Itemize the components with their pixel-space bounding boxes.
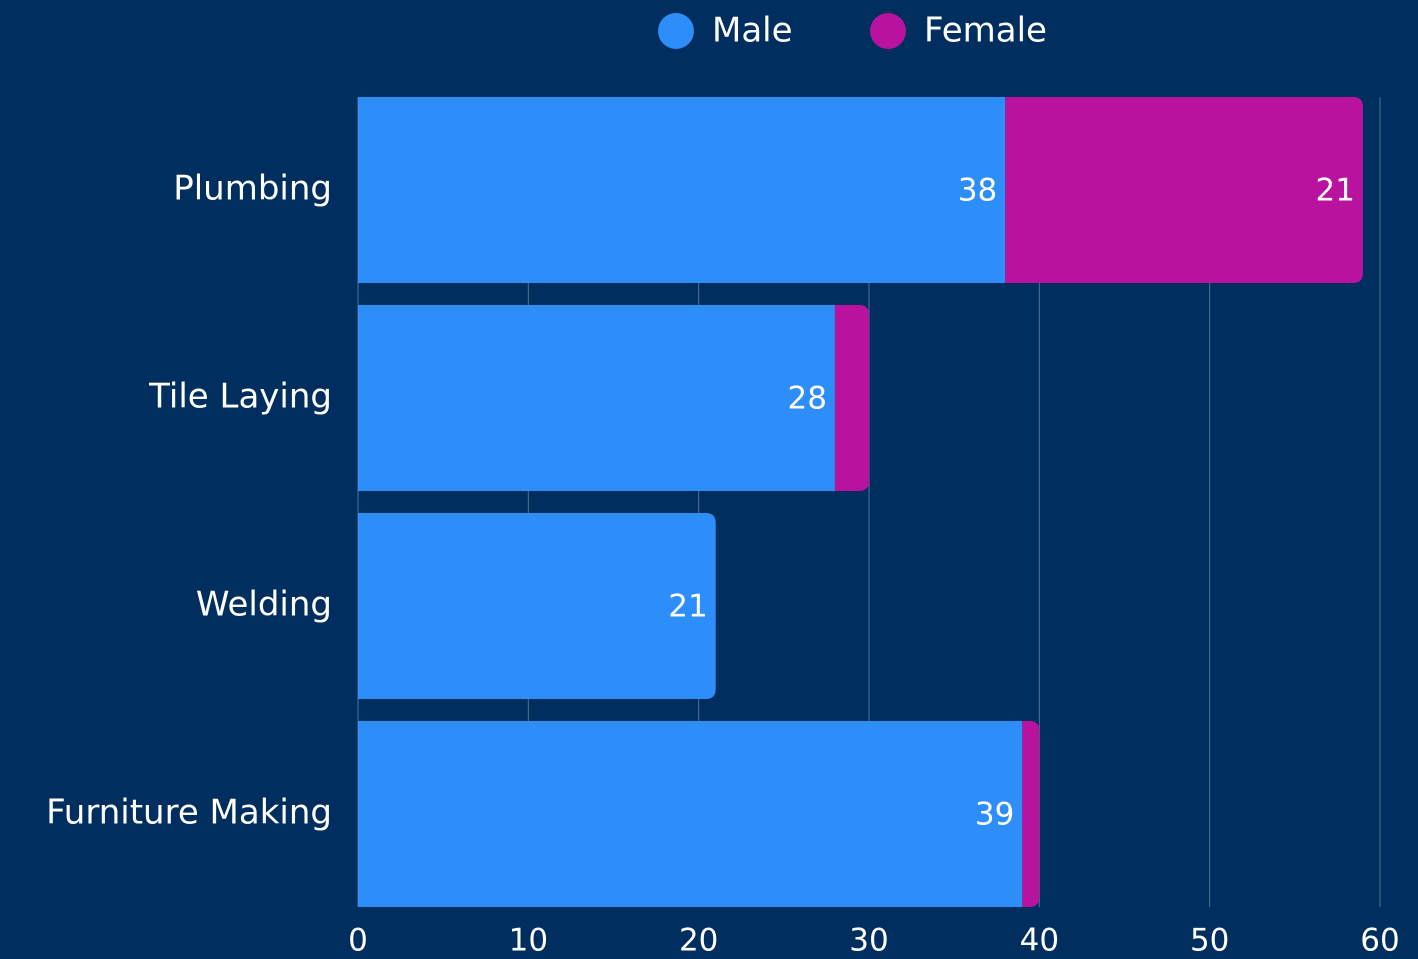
x-tick-label: 10 xyxy=(509,923,548,959)
data-label: 39 xyxy=(975,797,1014,833)
legend-label: Female xyxy=(924,11,1047,51)
category-label: Furniture Making xyxy=(46,793,332,833)
x-tick-label: 20 xyxy=(679,923,718,959)
bar-segment xyxy=(358,97,1006,283)
x-tick-label: 40 xyxy=(1020,923,1059,959)
bar-segment xyxy=(1022,721,1040,907)
x-tick-label: 0 xyxy=(348,923,368,959)
data-label: 38 xyxy=(958,173,997,209)
data-label: 21 xyxy=(1316,173,1355,209)
legend-label: Male xyxy=(712,11,793,51)
bar-segment xyxy=(1005,97,1363,283)
x-tick-label: 60 xyxy=(1360,923,1399,959)
category-label: Plumbing xyxy=(173,169,332,209)
category-label: Welding xyxy=(196,585,332,625)
bar-segment xyxy=(358,513,716,699)
data-label: 28 xyxy=(787,381,826,417)
x-tick-label: 50 xyxy=(1190,923,1229,959)
legend-marker xyxy=(658,13,694,49)
category-label: Tile Laying xyxy=(148,377,332,417)
bar-segment xyxy=(834,305,869,491)
data-label: 21 xyxy=(668,589,707,625)
legend-marker xyxy=(870,13,906,49)
x-tick-label: 30 xyxy=(849,923,888,959)
bar-segment xyxy=(358,721,1023,907)
bar-segment xyxy=(358,305,835,491)
